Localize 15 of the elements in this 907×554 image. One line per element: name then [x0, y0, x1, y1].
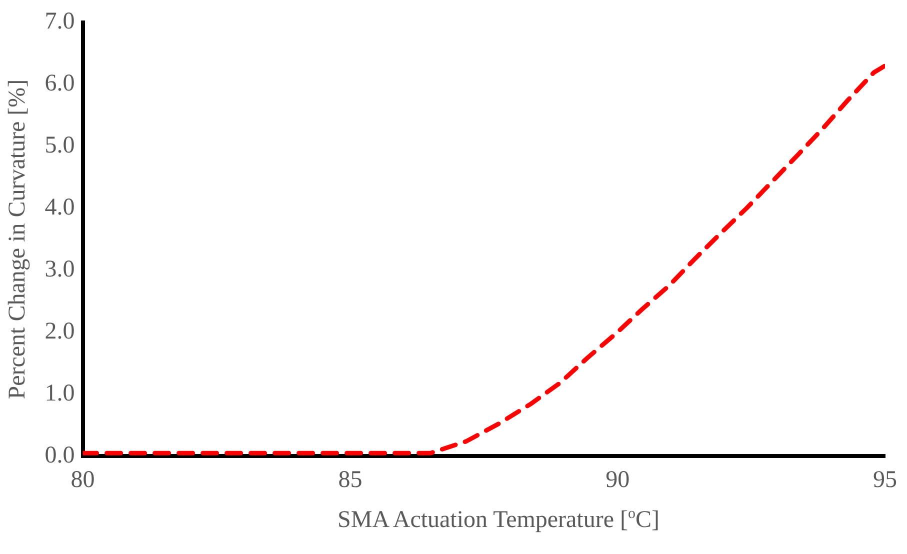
y-tick-label: 0.0 [44, 442, 75, 468]
y-tick-label: 1.0 [44, 380, 75, 407]
y-tick-label: 7.0 [44, 8, 75, 35]
y-tick-label: 4.0 [44, 194, 75, 221]
line-series [82, 64, 885, 456]
x-tick-label: 85 [338, 466, 362, 493]
x-tick-label: 90 [606, 466, 630, 493]
y-axis-title: Percent Change in Curvature [%] [4, 79, 31, 400]
x-tick-label: 80 [70, 466, 95, 493]
y-tick-label: 6.0 [44, 70, 75, 97]
x-axis-title: SMA Actuation Temperature [$^{o}$C] [336, 506, 660, 534]
y-tick-label: 2.0 [44, 318, 75, 345]
y-tick-label: 5.0 [44, 132, 75, 159]
x-tick-label: 95 [873, 466, 897, 493]
y-tick-label: 3.0 [44, 256, 75, 283]
